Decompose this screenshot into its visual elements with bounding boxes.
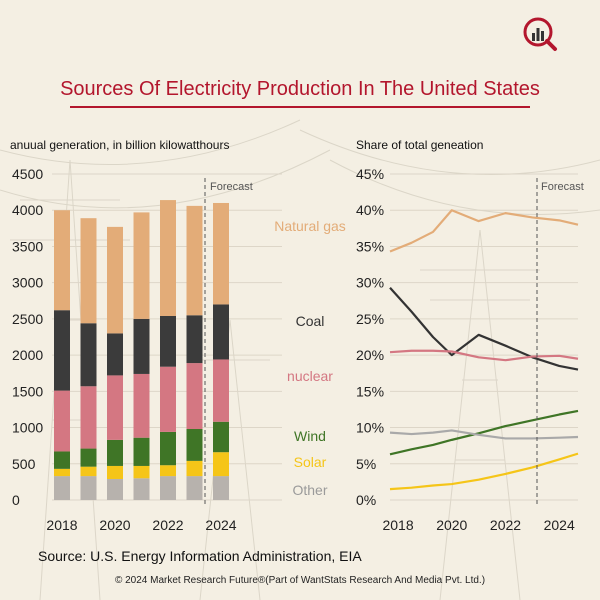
bar-segment-wind xyxy=(54,451,70,469)
line-ytick-label: 10% xyxy=(356,420,384,436)
line-ytick-label: 25% xyxy=(356,311,384,327)
legend-solar: Solar xyxy=(294,454,327,470)
line-ytick-label: 15% xyxy=(356,383,384,399)
bar-segment-natural-gas xyxy=(186,205,203,316)
stacked-bar-chart: 0 500 1000 1500 2000 2500 3000 3500 4000 4500 201… xyxy=(12,166,282,533)
bar-segment-nuclear xyxy=(133,373,150,438)
bar-segment-nuclear xyxy=(107,375,123,440)
copyright-note: © 2024 Market Research Future®(Part of W… xyxy=(114,575,486,586)
legend-other: Other xyxy=(292,482,327,498)
bar-segment-other xyxy=(213,476,229,500)
share-line-chart: 0% 5% 10% 15% 20% 25% 30% 35% 40% 45% 2018 2020 202… xyxy=(356,166,584,533)
bar-segment-natural-gas xyxy=(133,212,150,319)
legend-wind: Wind xyxy=(294,428,326,444)
bar-segment-natural-gas xyxy=(80,218,97,324)
line-series-nuclear xyxy=(389,349,579,362)
bar-segment-solar xyxy=(80,466,97,477)
page-title: Sources Of Electricity Production In The… xyxy=(60,78,540,100)
bar-segment-other xyxy=(80,476,97,500)
source-note: Source: U.S. Energy Information Administ… xyxy=(38,548,362,564)
bar-segment-natural-gas xyxy=(107,226,123,334)
bar-ytick-label: 2000 xyxy=(12,347,43,363)
bar-segment-natural-gas xyxy=(213,202,229,305)
bar-ytick-label: 4000 xyxy=(12,202,43,218)
bar-segment-wind xyxy=(133,437,150,466)
bar-segment-coal xyxy=(213,304,229,360)
line-series-coal xyxy=(389,287,579,371)
line-ytick-label: 5% xyxy=(356,456,376,472)
line-ytick-label: 30% xyxy=(356,275,384,291)
bar-ytick-label: 1500 xyxy=(12,383,43,399)
bar-ytick-label: 500 xyxy=(12,456,36,472)
line-chart-subtitle: Share of total geneation xyxy=(356,138,484,152)
bar-segment-coal xyxy=(133,318,150,374)
bar-segment-nuclear xyxy=(213,359,229,422)
bar-ytick-label: 3000 xyxy=(12,275,43,291)
line-series-solar xyxy=(389,452,579,491)
line-series-natural-gas xyxy=(389,209,579,253)
line-xtick-label: 2024 xyxy=(544,517,575,533)
bar-segment-natural-gas xyxy=(54,210,70,311)
bar-forecast-label: Forecast xyxy=(210,181,253,193)
bar-segment-nuclear xyxy=(186,363,203,430)
bar-segment-solar xyxy=(133,465,150,479)
bar-segment-other xyxy=(160,476,176,500)
bar-segment-coal xyxy=(107,333,123,376)
bar-ytick-label: 2500 xyxy=(12,311,43,327)
legend: Natural gas Coal nuclear Wind Solar Othe… xyxy=(274,218,346,498)
bar-chart-subtitle: anuual generation, in billion kilowattho… xyxy=(10,138,230,152)
bar-segment-other xyxy=(133,478,150,500)
bar-segment-other xyxy=(54,476,70,500)
bar-segment-nuclear xyxy=(54,390,70,452)
bar-segment-coal xyxy=(80,323,97,387)
bar-segment-nuclear xyxy=(160,366,176,432)
line-ytick-label: 20% xyxy=(356,347,384,363)
company-logo-icon xyxy=(523,17,557,51)
bar-segment-coal xyxy=(160,315,176,367)
bar-xtick-label: 2022 xyxy=(152,517,183,533)
bar-segment-wind xyxy=(186,429,203,461)
bar-segment-wind xyxy=(107,439,123,466)
line-xtick-label: 2020 xyxy=(436,517,467,533)
line-forecast-label: Forecast xyxy=(541,181,584,193)
bar-xtick-label: 2018 xyxy=(46,517,77,533)
bar-ytick-label: 4500 xyxy=(12,166,43,182)
bar-ytick-label: 1000 xyxy=(12,420,43,436)
line-series-other xyxy=(389,429,579,440)
bar-xtick-label: 2020 xyxy=(99,517,130,533)
line-xtick-label: 2018 xyxy=(382,517,413,533)
bar-segment-natural-gas xyxy=(160,200,176,316)
bar-segment-nuclear xyxy=(80,386,97,449)
bar-segment-wind xyxy=(80,448,97,467)
legend-natural-gas: Natural gas xyxy=(274,218,346,234)
bar-segment-solar xyxy=(160,465,176,477)
line-ytick-label: 45% xyxy=(356,166,384,182)
line-ytick-label: 35% xyxy=(356,238,384,254)
bar-segment-other xyxy=(107,478,123,500)
bar-segment-coal xyxy=(186,315,203,364)
legend-coal: Coal xyxy=(296,313,325,329)
line-ytick-label: 40% xyxy=(356,202,384,218)
bar-segment-solar xyxy=(186,460,203,477)
bar-ytick-label: 3500 xyxy=(12,238,43,254)
bar-segment-wind xyxy=(213,421,229,453)
bar-segment-other xyxy=(186,476,203,500)
bar-segment-solar xyxy=(213,452,229,477)
line-ytick-label: 0% xyxy=(356,492,376,508)
title-underline xyxy=(70,106,530,108)
bar-segment-coal xyxy=(54,310,70,391)
line-series-wind xyxy=(389,409,579,456)
bar-segment-solar xyxy=(54,468,70,477)
bar-segment-wind xyxy=(160,431,176,466)
legend-nuclear: nuclear xyxy=(287,368,333,384)
bar-xtick-label: 2024 xyxy=(205,517,236,533)
line-xtick-label: 2022 xyxy=(490,517,521,533)
bar-ytick-label: 0 xyxy=(12,492,20,508)
bar-segment-solar xyxy=(107,465,123,479)
